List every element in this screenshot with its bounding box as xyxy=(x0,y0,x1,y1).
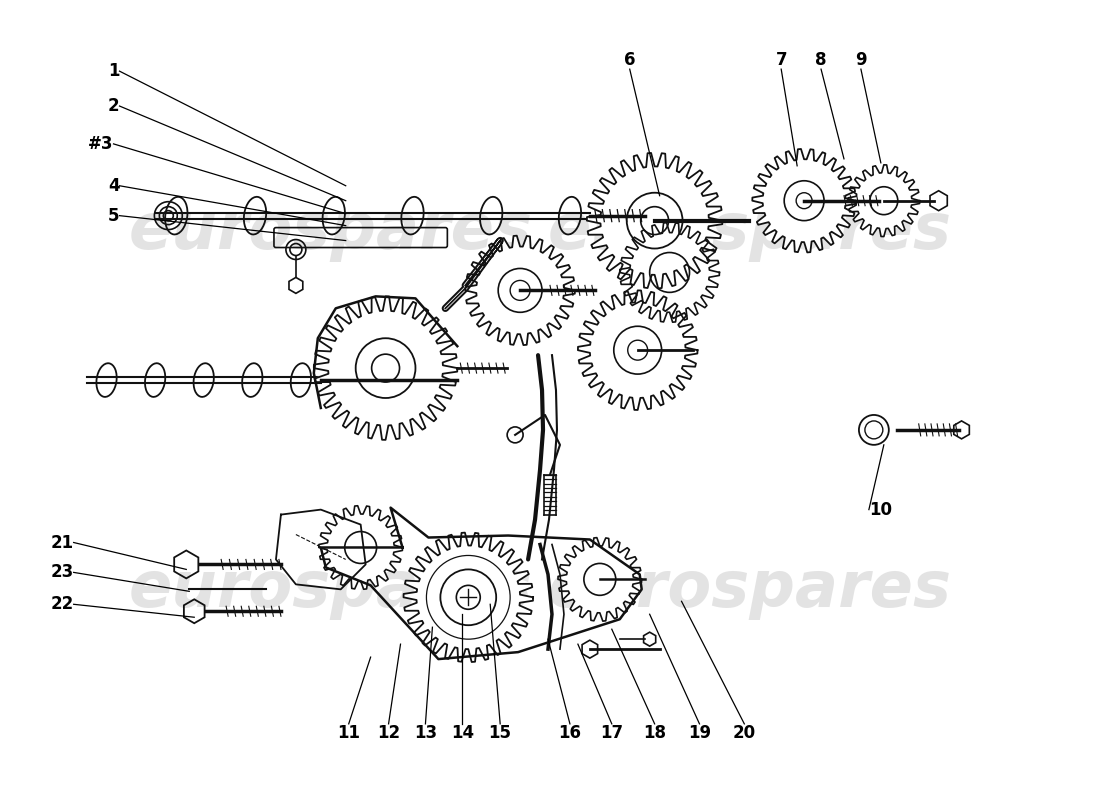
Text: 5: 5 xyxy=(108,206,120,225)
Text: 21: 21 xyxy=(51,534,74,551)
Text: 16: 16 xyxy=(559,724,582,742)
Text: 17: 17 xyxy=(601,724,624,742)
Polygon shape xyxy=(314,296,458,440)
Text: 9: 9 xyxy=(855,51,867,69)
Text: 8: 8 xyxy=(815,51,827,69)
Text: 22: 22 xyxy=(51,595,74,614)
Polygon shape xyxy=(848,165,920,237)
Text: 13: 13 xyxy=(414,724,437,742)
Text: 6: 6 xyxy=(624,51,636,69)
Text: 10: 10 xyxy=(869,501,892,518)
Text: 23: 23 xyxy=(51,563,74,582)
Text: 11: 11 xyxy=(338,724,360,742)
Text: eurospares: eurospares xyxy=(548,558,952,620)
Circle shape xyxy=(456,586,481,610)
Text: 2: 2 xyxy=(108,97,120,115)
Text: eurospares: eurospares xyxy=(548,199,952,262)
Text: 12: 12 xyxy=(377,724,400,742)
Text: 14: 14 xyxy=(451,724,474,742)
Polygon shape xyxy=(465,236,575,345)
Polygon shape xyxy=(558,538,641,621)
Polygon shape xyxy=(319,506,403,590)
Polygon shape xyxy=(587,153,723,288)
Text: 19: 19 xyxy=(688,724,711,742)
Text: 4: 4 xyxy=(108,177,120,194)
Polygon shape xyxy=(578,290,697,410)
Polygon shape xyxy=(619,222,719,322)
Text: eurospares: eurospares xyxy=(129,199,532,262)
Text: 7: 7 xyxy=(776,51,786,69)
Text: eurospares: eurospares xyxy=(129,558,532,620)
Polygon shape xyxy=(404,533,534,662)
Text: #3: #3 xyxy=(88,135,113,153)
Text: 1: 1 xyxy=(108,62,120,80)
Text: 15: 15 xyxy=(488,724,512,742)
Text: 18: 18 xyxy=(644,724,667,742)
Polygon shape xyxy=(752,149,856,253)
Text: 20: 20 xyxy=(733,724,756,742)
